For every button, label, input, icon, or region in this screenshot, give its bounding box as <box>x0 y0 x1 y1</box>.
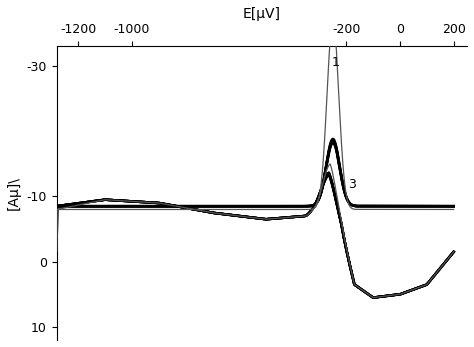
X-axis label: E[μV]: E[μV] <box>243 7 281 21</box>
Text: 3: 3 <box>347 178 356 191</box>
Y-axis label: [Aμ]\: [Aμ]\ <box>7 176 21 210</box>
Text: 1: 1 <box>332 56 339 69</box>
